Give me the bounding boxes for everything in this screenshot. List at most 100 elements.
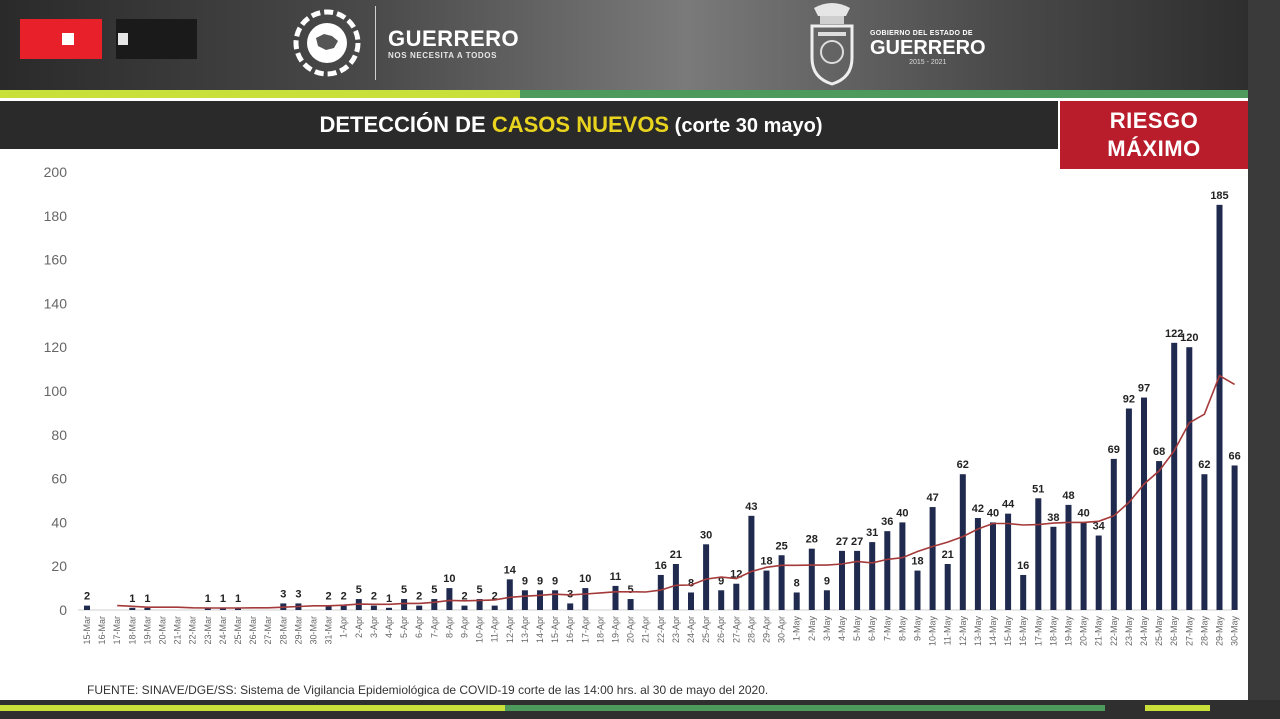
x-tick-label: 25-Mar <box>233 616 243 645</box>
x-tick-label: 7-May <box>882 616 892 642</box>
x-tick-label: 15-Mar <box>82 616 92 645</box>
bar-value-label: 97 <box>1138 383 1150 395</box>
right-edge <box>1248 0 1280 719</box>
bar <box>476 599 483 610</box>
header-divider <box>375 6 376 80</box>
gov-title: GUERRERO <box>870 37 986 59</box>
bar-value-label: 1 <box>129 593 135 605</box>
bar <box>204 607 211 610</box>
y-tick-label: 80 <box>51 427 67 443</box>
bar <box>1095 535 1102 610</box>
y-tick-label: 0 <box>59 602 67 618</box>
bar-value-label: 8 <box>688 577 694 589</box>
bar-value-label: 92 <box>1123 394 1135 406</box>
bar-value-label: 2 <box>326 591 332 603</box>
x-tick-label: 30-May <box>1230 616 1240 647</box>
bar <box>129 607 136 610</box>
bar-value-label: 5 <box>628 584 634 596</box>
bar <box>1201 474 1208 610</box>
bar <box>778 555 785 610</box>
bar <box>929 507 936 610</box>
title-part1: DETECCIÓN DE <box>319 112 492 137</box>
x-tick-label: 27-Mar <box>263 616 273 645</box>
bar-value-label: 5 <box>356 584 362 596</box>
accent-stripe-yellow <box>0 90 520 98</box>
bar <box>990 522 996 610</box>
x-tick-label: 13-May <box>973 616 983 647</box>
bar-value-label: 185 <box>1210 190 1228 202</box>
bar <box>446 588 453 610</box>
bar-value-label: 31 <box>866 527 878 539</box>
x-tick-label: 27-May <box>1184 616 1194 647</box>
bar <box>1171 342 1178 610</box>
x-tick-label: 19-Mar <box>142 616 152 645</box>
bar-value-label: 10 <box>443 573 455 585</box>
bar-value-label: 10 <box>579 573 591 585</box>
bar-value-label: 1 <box>205 593 211 605</box>
bar-value-label: 2 <box>371 591 377 603</box>
accent-stripe-green <box>520 90 1248 98</box>
x-tick-label: 11-Apr <box>490 616 500 642</box>
x-tick-label: 31-Mar <box>324 616 334 645</box>
x-tick-label: 27-Apr <box>731 616 741 643</box>
bar <box>854 550 861 610</box>
bar <box>401 599 408 610</box>
bar-value-label: 69 <box>1108 444 1120 456</box>
x-tick-label: 13-Apr <box>520 616 530 643</box>
x-tick-label: 20-May <box>1079 616 1089 647</box>
bar-value-label: 1 <box>235 593 241 605</box>
bar <box>974 518 981 610</box>
y-tick-label: 120 <box>44 339 68 355</box>
x-tick-label: 24-May <box>1139 616 1149 647</box>
x-tick-label: 14-May <box>988 616 998 647</box>
x-tick-label: 12-May <box>958 616 968 647</box>
x-tick-label: 23-May <box>1124 616 1134 647</box>
x-tick-label: 14-Apr <box>535 616 545 643</box>
x-tick-label: 18-Mar <box>127 616 137 645</box>
bar-value-label: 44 <box>1002 499 1015 511</box>
x-tick-label: 28-May <box>1199 616 1209 647</box>
x-tick-label: 21-Mar <box>173 616 183 645</box>
x-tick-label: 20-Mar <box>158 616 168 645</box>
x-tick-label: 28-Apr <box>746 616 756 643</box>
brand-title: GUERRERO <box>388 26 520 51</box>
x-tick-label: 10-May <box>928 616 938 647</box>
title-part2: (corte 30 mayo) <box>669 115 823 137</box>
bar-value-label: 25 <box>775 540 787 552</box>
x-tick-label: 17-May <box>1033 616 1043 647</box>
bar <box>1065 504 1072 610</box>
footer-stripe-yellow-2 <box>1145 705 1210 711</box>
x-tick-label: 4-May <box>837 616 847 642</box>
bar-value-label: 62 <box>1198 459 1210 471</box>
title-bar: DETECCIÓN DE CASOS NUEVOS (corte 30 mayo… <box>0 101 1058 149</box>
bar-value-label: 30 <box>700 529 712 541</box>
y-tick-label: 140 <box>44 295 68 311</box>
bar <box>839 550 845 610</box>
bar <box>340 605 347 610</box>
bar <box>823 590 830 610</box>
record-indicator[interactable] <box>20 19 102 59</box>
bar-value-label: 68 <box>1153 446 1165 458</box>
bar-value-label: 3 <box>280 588 286 600</box>
bar-value-label: 1 <box>144 593 150 605</box>
bar <box>552 590 559 610</box>
bar <box>808 548 815 610</box>
y-tick-label: 200 <box>44 164 68 180</box>
bar-value-label: 3 <box>295 588 301 600</box>
bar <box>914 570 921 610</box>
government-label: GOBIERNO DEL ESTADO DE GUERRERO 2015 - 2… <box>870 30 986 66</box>
x-tick-label: 5-May <box>852 616 862 642</box>
bar <box>944 564 951 610</box>
x-tick-label: 30-Mar <box>309 616 319 645</box>
bar-value-label: 122 <box>1165 328 1183 340</box>
bar-value-label: 5 <box>401 584 407 596</box>
bar <box>84 605 90 610</box>
bar-value-label: 1 <box>220 593 226 605</box>
x-tick-label: 10-Apr <box>475 616 485 643</box>
x-tick-label: 17-Mar <box>112 616 122 645</box>
x-tick-label: 23-Apr <box>671 616 681 643</box>
bar <box>1110 458 1117 610</box>
x-tick-label: 6-Apr <box>414 616 424 638</box>
bar <box>627 599 634 610</box>
